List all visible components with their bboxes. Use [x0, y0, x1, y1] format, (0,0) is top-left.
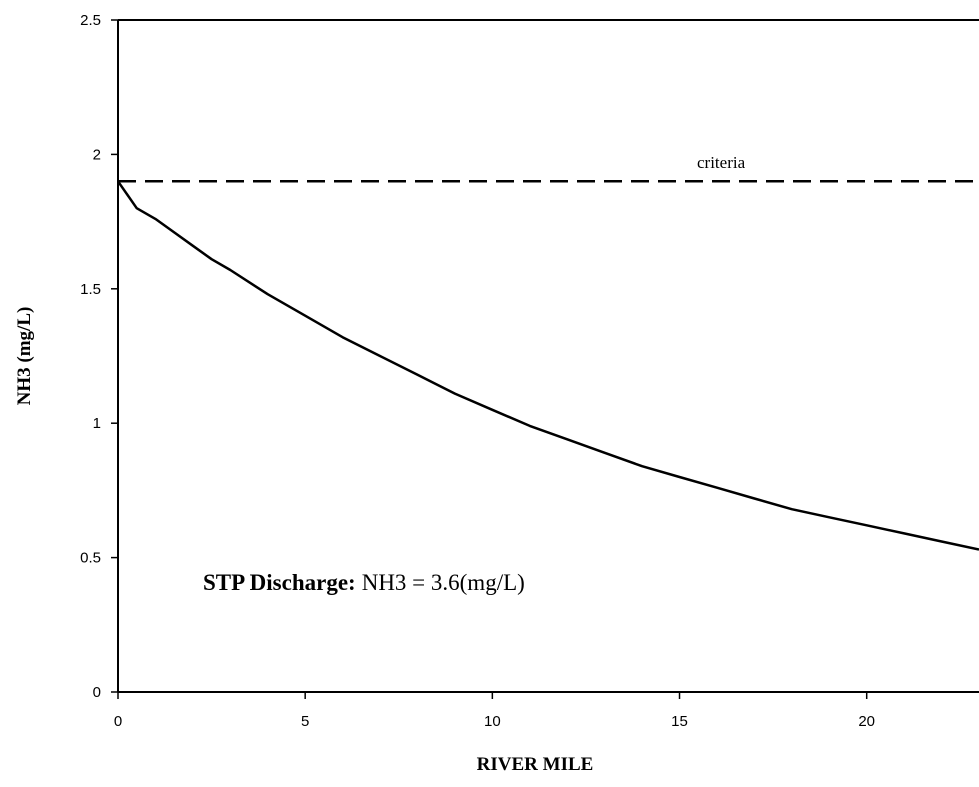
y-tick-label: 0.5	[80, 550, 101, 567]
x-tick-label: 5	[301, 713, 309, 730]
y-tick-label: 2.5	[80, 12, 101, 29]
y-tick-label: 1	[93, 415, 101, 432]
y-axis-ticks: 0 0.5 1 1.5 2 2.5	[80, 12, 118, 701]
y-tick-label: 0	[93, 684, 101, 701]
criteria-label: criteria	[697, 153, 746, 172]
x-axis-title: RIVER MILE	[477, 754, 594, 775]
y-tick-label: 2	[93, 146, 101, 163]
x-tick-label: 10	[484, 713, 501, 730]
y-axis-title: NH3 (mg/L)	[14, 307, 35, 406]
x-axis-ticks: 0 5 10 15 20	[114, 692, 875, 730]
stp-discharge-bold-label: STP Discharge:	[203, 570, 356, 595]
nh3-concentration-line	[116, 180, 979, 551]
x-tick-label: 15	[671, 713, 688, 730]
stp-discharge-annotation: STP Discharge: NH3 = 3.6(mg/L)	[203, 570, 525, 595]
series-group	[116, 180, 979, 551]
x-tick-label: 0	[114, 713, 122, 730]
x-tick-label: 20	[858, 713, 875, 730]
y-tick-label: 1.5	[80, 281, 101, 298]
stp-discharge-value: NH3 = 3.6(mg/L)	[362, 570, 525, 595]
